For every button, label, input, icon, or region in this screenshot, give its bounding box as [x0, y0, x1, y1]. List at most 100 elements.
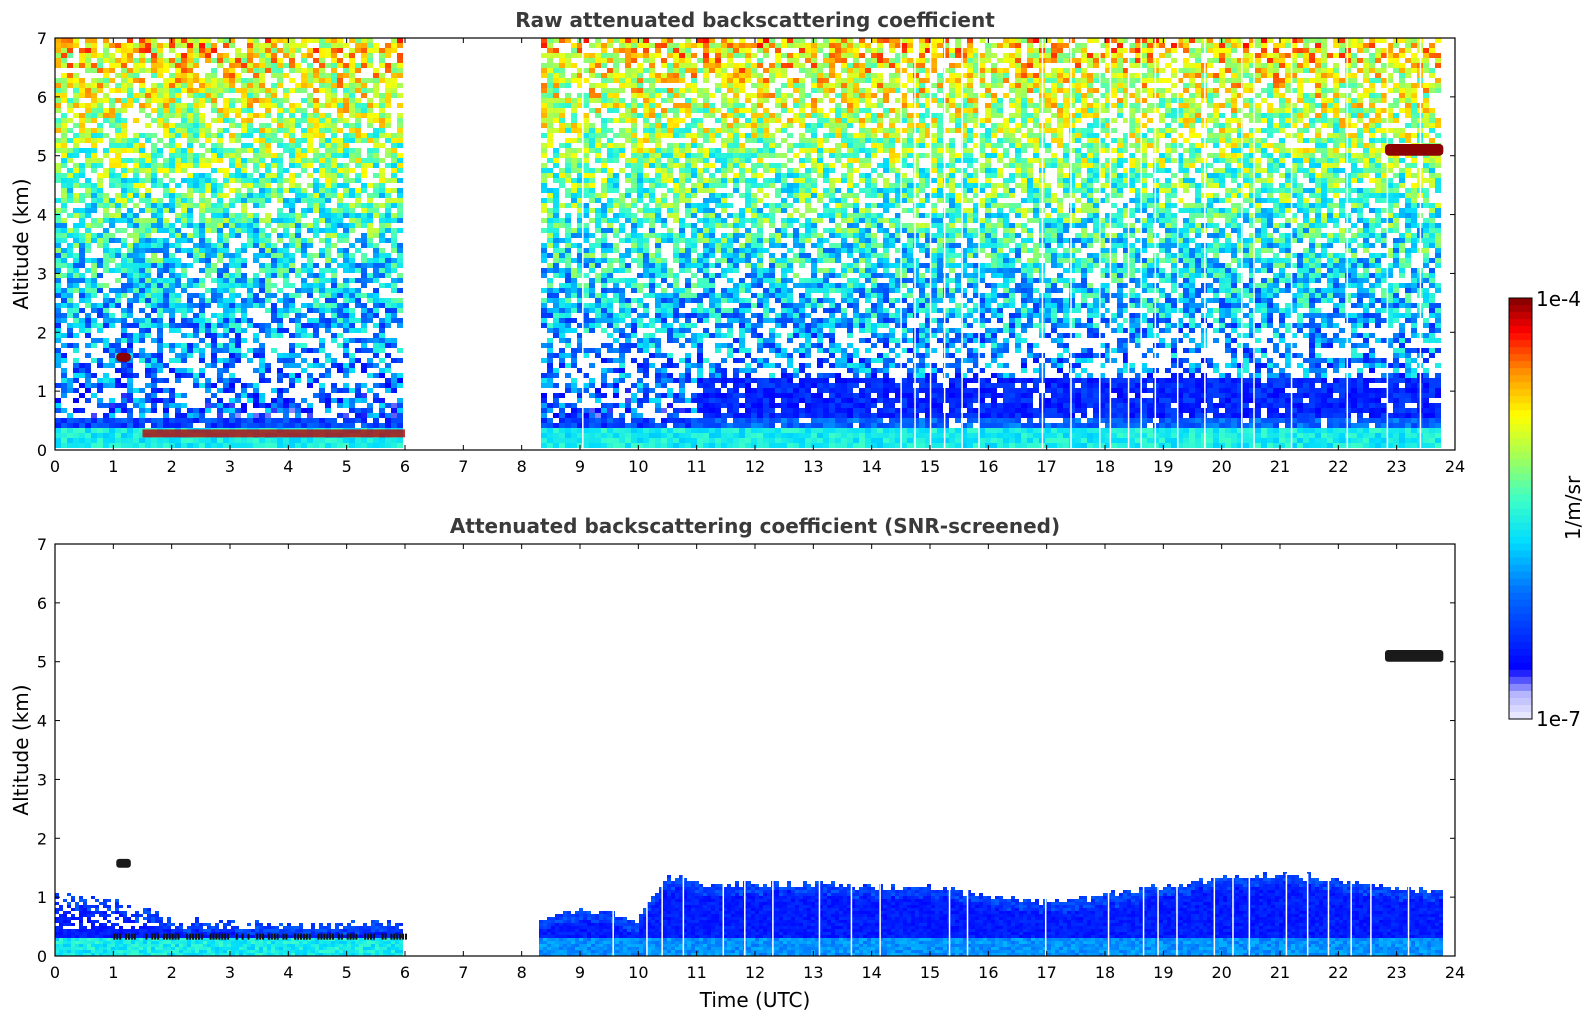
top-x-tick-label: 23: [1386, 457, 1406, 476]
top-y-axis-label: Altitude (km): [9, 178, 33, 309]
colorbar-segment: [1509, 396, 1532, 404]
bottom-x-tick-label: 20: [1211, 963, 1231, 982]
colorbar-segment: [1509, 452, 1532, 460]
colorbar-segment: [1509, 298, 1532, 306]
colorbar-segment: [1509, 606, 1532, 615]
top-y-tick-label: 1: [37, 382, 47, 401]
bottom-x-tick-label: 14: [861, 963, 881, 982]
colorbar-segment: [1509, 571, 1532, 580]
top-x-tick-label: 0: [50, 457, 60, 476]
colorbar-segment: [1509, 599, 1532, 608]
bottom-x-tick-label: 11: [686, 963, 706, 982]
bottom-axis-ticks: 0 1 2 3 4 5 6 7 8 9 10 11 12 13 14 15 16 17 18 19 20 21 22 23 24…: [37, 535, 1465, 982]
top-x-tick-label: 17: [1036, 457, 1056, 476]
top-x-tick-label: 13: [803, 457, 823, 476]
top-x-tick-label: 9: [575, 457, 585, 476]
bottom-y-tick-label: 5: [37, 653, 47, 672]
colorbar-segment: [1509, 375, 1532, 383]
top-x-tick-label: 7: [458, 457, 468, 476]
colorbar-segment: [1509, 697, 1532, 706]
bottom-y-tick-label: 7: [37, 535, 47, 554]
colorbar-segment: [1509, 494, 1532, 503]
top-y-tick-label: 0: [37, 441, 47, 460]
top-x-tick-label: 22: [1328, 457, 1348, 476]
colorbar-segment: [1509, 326, 1532, 334]
bottom-chart-title: Attenuated backscattering coefficient (S…: [450, 514, 1060, 538]
bottom-y-tick-label: 3: [37, 770, 47, 789]
colorbar-segment: [1509, 522, 1532, 531]
colorbar-segment: [1509, 340, 1532, 348]
top-y-tick-label: 6: [37, 88, 47, 107]
bottom-x-tick-label: 5: [342, 963, 352, 982]
top-y-tick-label: 2: [37, 323, 47, 342]
colorbar-segment: [1509, 403, 1532, 411]
colorbar-segment: [1509, 557, 1532, 566]
top-x-tick-label: 5: [342, 457, 352, 476]
colorbar-max-label: 1e-4: [1536, 287, 1581, 311]
top-x-tick-label: 16: [978, 457, 998, 476]
colorbar-segment: [1509, 438, 1532, 446]
top-y-tick-label: 3: [37, 264, 47, 283]
colorbar-segment: [1509, 641, 1532, 650]
colorbar-segment: [1509, 312, 1532, 320]
colorbar-segment: [1509, 354, 1532, 362]
bottom-y-tick-label: 1: [37, 888, 47, 907]
colorbar-segment: [1509, 333, 1532, 341]
colorbar-segment: [1509, 431, 1532, 439]
bottom-x-tick-label: 8: [517, 963, 527, 982]
bottom-x-tick-label: 1: [108, 963, 118, 982]
top-y-tick-label: 5: [37, 147, 47, 166]
top-x-tick-label: 10: [628, 457, 648, 476]
colorbar-segment: [1509, 690, 1532, 699]
colorbar-segment: [1509, 515, 1532, 524]
top-x-tick-label: 15: [920, 457, 940, 476]
top-x-tick-label: 1: [108, 457, 118, 476]
top-x-tick-label: 20: [1211, 457, 1231, 476]
colorbar-segment: [1509, 648, 1532, 657]
bottom-x-tick-label: 6: [400, 963, 410, 982]
colorbar-segment: [1509, 592, 1532, 601]
colorbar-segment: [1509, 389, 1532, 397]
bottom-x-tick-label: 4: [283, 963, 293, 982]
bottom-x-tick-label: 13: [803, 963, 823, 982]
colorbar-segment: [1509, 424, 1532, 432]
top-y-tick-label: 4: [37, 206, 47, 225]
bottom-x-tick-label: 16: [978, 963, 998, 982]
top-y-tick-label: 7: [37, 29, 47, 48]
colorbar-segment: [1509, 347, 1532, 355]
top-x-tick-label: 2: [167, 457, 177, 476]
bottom-x-tick-label: 17: [1036, 963, 1056, 982]
colorbar-segment: [1509, 669, 1532, 678]
top-cloud-feature: [1385, 143, 1444, 156]
colorbar-segment: [1509, 410, 1532, 418]
colorbar-segment: [1509, 459, 1532, 467]
colorbar-segment: [1509, 711, 1532, 720]
top-axis-ticks: 0 1 2 3 4 5 6 7 8 9 10 11 12 13 14 15 16 17 18 19 20 21 22 23 24…: [37, 29, 1465, 476]
colorbar-segment: [1509, 417, 1532, 425]
colorbar-segment: [1509, 683, 1532, 692]
bottom-x-tick-label: 9: [575, 963, 585, 982]
colorbar-segment: [1509, 704, 1532, 713]
bottom-x-tick-label: 24: [1445, 963, 1465, 982]
colorbar-segment: [1509, 585, 1532, 594]
top-x-tick-label: 6: [400, 457, 410, 476]
colorbar-segment: [1509, 662, 1532, 671]
colorbar-segment: [1509, 466, 1532, 475]
colorbar-segment: [1509, 676, 1532, 685]
top-x-tick-label: 8: [517, 457, 527, 476]
bottom-x-tick-label: 0: [50, 963, 60, 982]
top-x-tick-label: 24: [1445, 457, 1465, 476]
colorbar-segment: [1509, 361, 1532, 369]
top-x-tick-label: 19: [1153, 457, 1173, 476]
bottom-x-tick-label: 3: [225, 963, 235, 982]
colorbar-segment: [1509, 578, 1532, 587]
colorbar-min-label: 1e-7: [1536, 707, 1581, 731]
colorbar-segment: [1509, 480, 1532, 489]
top-x-tick-label: 18: [1095, 457, 1115, 476]
colorbar-unit-label: 1/m/sr: [1561, 475, 1585, 540]
colorbar-segment: [1509, 550, 1532, 559]
colorbar-segment: [1509, 564, 1532, 573]
colorbar-segment: [1509, 473, 1532, 482]
top-x-tick-label: 4: [283, 457, 293, 476]
top-x-tick-label: 14: [861, 457, 881, 476]
